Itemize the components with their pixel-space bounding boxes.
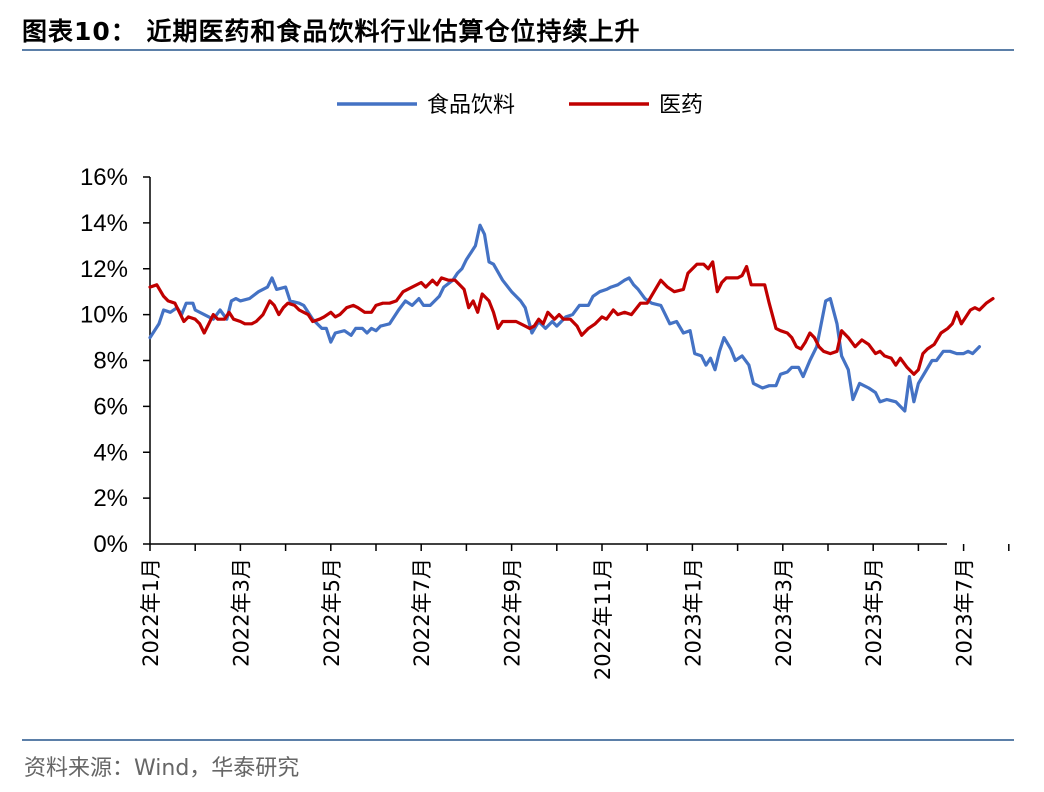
- y-tick-label: 8%: [93, 348, 128, 375]
- legend-label: 食品饮料: [427, 93, 515, 118]
- bottom-divider: [22, 739, 1014, 741]
- top-divider: [22, 49, 1014, 51]
- x-tick-label: 2023年7月: [953, 558, 977, 667]
- x-tick-label: 2023年1月: [681, 558, 705, 667]
- legend-label: 医药: [659, 93, 703, 118]
- x-tick-label: 2022年9月: [501, 558, 525, 667]
- axes: 0% 2% 4% 6% 8% 10% 12% 14% 16% 2022年1月 2022年3月 2022…: [80, 164, 1044, 680]
- x-tick-label: 2022年3月: [229, 558, 253, 667]
- y-tick-label: 0%: [93, 531, 128, 558]
- x-tick-label: 2022年7月: [410, 558, 434, 667]
- series-line-pharma: [148, 260, 995, 376]
- y-tick-label: 4%: [93, 439, 128, 466]
- chart-title: 图表10： 近期医药和食品饮料行业估算仓位持续上升: [22, 17, 641, 46]
- series-line-food-beverage: [148, 223, 981, 413]
- y-tick-label: 12%: [80, 256, 128, 283]
- y-tick-label: 10%: [80, 302, 128, 329]
- series-layer: [148, 223, 995, 413]
- x-tick-label: 2022年5月: [320, 558, 344, 667]
- x-tick-label: 2022年11月: [591, 558, 615, 680]
- x-tick-label: 2022年1月: [139, 558, 163, 667]
- y-tick-label: 2%: [93, 485, 128, 512]
- legend: 食品饮料 医药: [337, 93, 703, 118]
- chart-area: 食品饮料 医药 0% 2% 4% 6% 8% 10% 12% 14% 16% 2022年1月 2022…: [80, 93, 1044, 680]
- x-tick-label: 2023年5月: [862, 558, 886, 667]
- y-tick-label: 14%: [80, 210, 128, 237]
- x-tick-label: 2023年3月: [772, 558, 796, 667]
- y-tick-label: 6%: [93, 393, 128, 420]
- y-tick-label: 16%: [80, 164, 128, 191]
- source-note: 资料来源：Wind，华泰研究: [24, 756, 300, 781]
